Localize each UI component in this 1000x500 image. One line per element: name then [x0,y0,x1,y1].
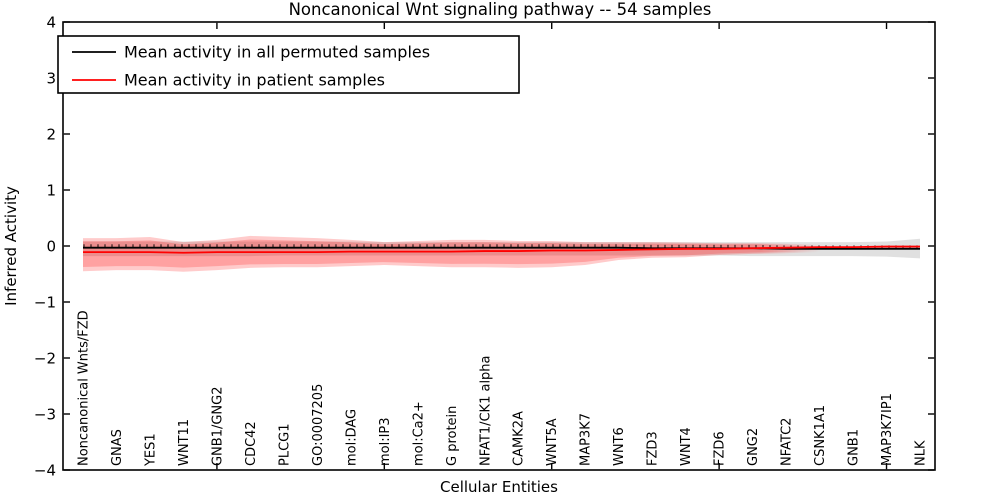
y-tick-label: −2 [34,350,56,368]
x-category-label: GNB1/GNG2 [210,386,225,466]
x-category-label: G protein [445,406,460,466]
x-category-label: Noncanonical Wnts/FZD [77,310,92,466]
x-axis-title: Cellular Entities [440,478,558,496]
permuted-mean-line [83,246,920,250]
patient-mean-line [83,245,920,254]
legend-box [57,35,520,94]
x-category-label: CDC42 [244,421,259,466]
y-axis-title: Inferred Activity [2,186,20,306]
series-lines [83,244,920,254]
x-category-label: GNG2 [746,428,761,466]
x-category-label: WNT11 [177,419,192,466]
x-category-label: CSNK1A1 [813,405,828,466]
x-category-label: MAP3K7 [579,413,594,466]
y-tick-label: 3 [46,70,56,88]
axis-tick-labels: 4 3 2 1 0 −1 −2 −3 −4 Noncanonical Wnts/FZD GNAS YE… [34,14,929,480]
x-category-label: WNT5A [545,418,560,466]
x-category-label: MAP3K7IP1 [880,393,895,466]
x-category-label: WNT4 [679,427,694,466]
legend-label-patient: Mean activity in patient samples [124,71,385,90]
x-category-label: NLK [914,440,929,466]
x-category-label: GO:0007205 [311,384,326,466]
y-tick-label: 2 [46,126,56,144]
patient-range-band-inner [83,239,920,268]
patient-range-band-outer [83,235,920,272]
y-tick-label: 0 [46,238,56,256]
y-tick-label: 4 [46,14,56,32]
legend: Mean activity in all permuted samples Me… [57,35,520,94]
axis-ticks [63,21,935,471]
x-category-label: GNB1 [847,429,862,466]
legend-label-permuted: Mean activity in all permuted samples [124,43,430,62]
x-category-label: NFATC2 [780,418,795,466]
y-tick-label: 1 [46,182,56,200]
x-category-label: mol:DAG [344,409,359,466]
x-category-label: GNAS [110,429,125,466]
x-category-label: WNT6 [612,427,627,466]
plot-area-frame [62,21,936,471]
x-category-label: YES1 [143,433,158,467]
y-tick-label: −3 [34,406,56,424]
x-category-label: PLCG1 [277,423,292,466]
x-category-label: CAMK2A [512,411,527,466]
y-tick-label: −4 [34,462,56,480]
x-category-label: FZD6 [713,431,728,466]
x-category-label: mol:IP3 [378,417,393,466]
x-category-label: NFAT1/CK1 alpha [478,355,493,466]
x-category-label: FZD3 [646,431,661,466]
y-tick-label: −1 [34,294,56,312]
series-bands [83,235,920,272]
x-category-label: mol:Ca2+ [411,401,426,466]
chart-title: Noncanonical Wnt signaling pathway -- 54… [289,0,712,19]
